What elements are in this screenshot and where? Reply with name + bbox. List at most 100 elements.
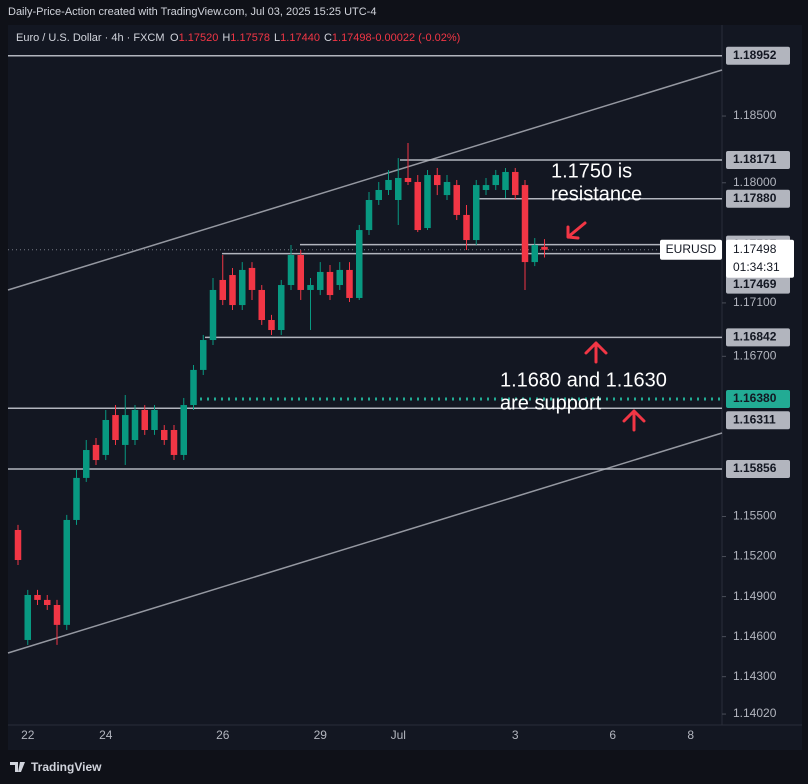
candle-body [453,185,460,215]
readout-value: 1.17498 [332,32,372,44]
y-tick-label: 1.15200 [733,549,777,563]
readout-value: 1.17520 [179,32,219,44]
level-box [726,189,790,208]
level-label: 1.18171 [733,152,777,166]
annotation: 1.1750 is [551,160,632,182]
candle-body [326,271,334,296]
symbol-label: EURUSD [666,242,717,256]
level-label: 1.16311 [733,412,776,426]
candle-body [463,214,470,241]
readout-key: H [222,32,230,44]
y-tick-label: 1.14900 [733,589,777,603]
candle-body [512,171,519,196]
candle-body [190,369,197,406]
readout-key: C [324,32,332,44]
level-box [726,46,790,65]
candle-body [375,189,382,200]
y-tick-label: 1.15500 [733,509,777,523]
candle-body [492,175,499,186]
readout-key: O [170,32,179,44]
arrow [566,221,587,240]
candle-body [200,340,207,370]
candle-body [307,285,314,290]
footer: TradingView [31,760,102,774]
level-box [726,275,790,294]
x-tick-label: 26 [216,728,230,742]
level-label: 1.16380 [733,391,777,405]
ohlc-readout: O1.17520 H1.17578 L1.17440 C1.17498-0.00022… [170,32,460,44]
arrow [584,341,608,364]
candle-body [258,289,265,321]
candle-body [531,244,538,263]
candle-body [131,409,139,441]
candle-body [287,254,295,286]
level-box [726,459,790,478]
level-box [726,328,790,347]
header: Daily-Price-Action created with TradingV… [8,6,376,18]
candle-body [346,269,353,298]
level-box [726,390,790,409]
x-tick-label: Jul [391,728,406,742]
plot-area [8,25,722,725]
candle-body [219,279,226,300]
candle-body [14,529,22,561]
candle-body [73,477,80,520]
y-tick-label: 1.14600 [733,629,777,643]
readout-value: -0.00022 (-0.02%) [372,32,461,44]
candle-body [482,185,490,190]
symbol-box [660,239,722,260]
x-tick-label: 29 [314,728,328,742]
readout-value: 1.17440 [280,32,320,44]
candle-body [414,181,421,231]
arrow [622,409,646,432]
candle-body [502,171,509,190]
candle-body [53,604,61,625]
candle-body [112,415,119,441]
y-tick-label: 1.16700 [733,348,777,362]
candle-body [473,185,480,241]
candle-body [83,450,90,478]
logo-icon [10,762,25,772]
candle-body [44,599,51,605]
arrows [566,221,646,432]
readout-value: 1.17578 [230,32,270,44]
candle-body [122,415,129,445]
x-tick-label: 22 [21,728,35,742]
candle-body [141,409,148,430]
x-tick-label: 24 [99,728,113,742]
x-tick-label: 6 [609,728,616,742]
x-tick-label: 8 [687,728,694,742]
y-tick-label: 1.14020 [733,706,777,720]
annotation: 1.1680 and 1.1630 [500,369,667,391]
y-tick-label: 1.17100 [733,295,777,309]
level-box [726,150,790,169]
time-axis [8,725,802,750]
price-label: 1.17498 [733,242,777,256]
price-box [726,239,794,278]
candle-body [297,254,304,290]
candle-body [248,267,256,290]
candle-body [229,275,236,306]
level-label: 1.17880 [733,191,777,205]
level-label: 1.16842 [733,330,777,344]
trend-line [7,69,723,291]
candle-body [24,594,31,640]
price-axis [722,25,802,725]
candle-body [161,429,168,441]
y-tick-label: 1.18500 [733,108,777,122]
y-tick-label: 1.18000 [733,175,777,189]
y-tick-label: 1.14300 [733,669,777,683]
level-label: 1.18952 [733,48,777,62]
annotation: resistance [551,183,642,205]
x-tick-label: 3 [512,728,519,742]
candle-body [443,181,451,196]
candle-body [541,246,548,250]
candle-body [385,179,392,190]
candle-body [278,285,285,331]
candle-body [268,320,275,331]
countdown: 01:34:31 [733,260,780,274]
level-label: 1.15856 [733,461,777,475]
level-box [726,411,790,430]
